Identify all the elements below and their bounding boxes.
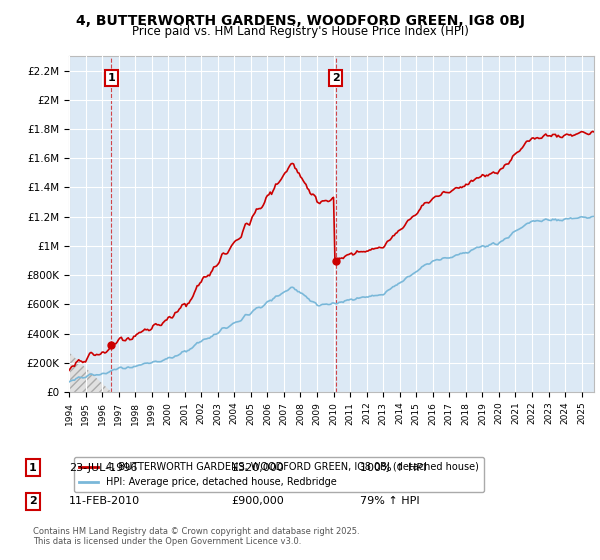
Text: Contains HM Land Registry data © Crown copyright and database right 2025.
This d: Contains HM Land Registry data © Crown c…	[33, 526, 359, 546]
Text: 2: 2	[332, 73, 340, 83]
Text: £900,000: £900,000	[231, 496, 284, 506]
Text: Price paid vs. HM Land Registry's House Price Index (HPI): Price paid vs. HM Land Registry's House …	[131, 25, 469, 38]
Text: 23-JUL-1996: 23-JUL-1996	[69, 463, 137, 473]
Text: 1: 1	[107, 73, 115, 83]
Text: 100% ↑ HPI: 100% ↑ HPI	[360, 463, 427, 473]
Text: 2: 2	[29, 496, 37, 506]
Text: 11-FEB-2010: 11-FEB-2010	[69, 496, 140, 506]
Text: 4, BUTTERWORTH GARDENS, WOODFORD GREEN, IG8 0BJ: 4, BUTTERWORTH GARDENS, WOODFORD GREEN, …	[76, 14, 524, 28]
Text: £320,000: £320,000	[231, 463, 284, 473]
Text: 79% ↑ HPI: 79% ↑ HPI	[360, 496, 419, 506]
Polygon shape	[69, 352, 111, 392]
Text: 1: 1	[29, 463, 37, 473]
Legend: 4, BUTTERWORTH GARDENS, WOODFORD GREEN, IG8 0BJ (detached house), HPI: Average p: 4, BUTTERWORTH GARDENS, WOODFORD GREEN, …	[74, 458, 484, 492]
